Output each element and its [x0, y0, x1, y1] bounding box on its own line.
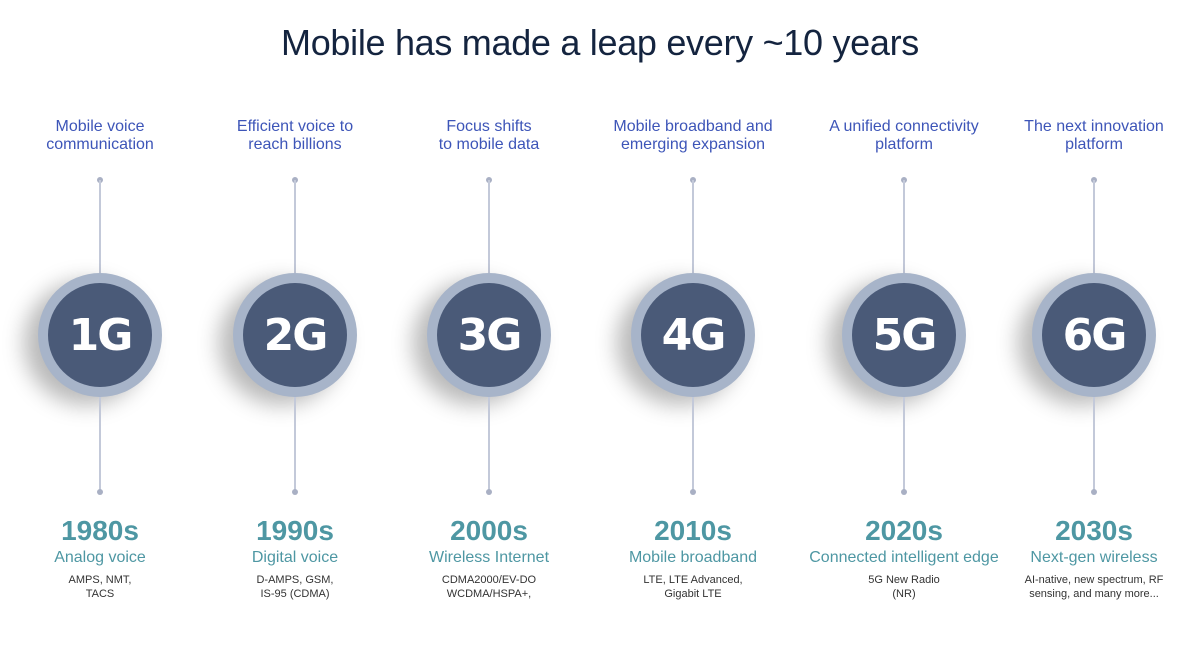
connector-line — [1093, 397, 1095, 492]
technology-label: Digital voice — [251, 549, 339, 566]
generation-headline: Focus shifts to mobile data — [438, 118, 540, 153]
page-title: Mobile has made a leap every ~10 years — [281, 22, 919, 63]
decade-label: 1990s — [256, 515, 334, 546]
decade-label: 2000s — [450, 515, 528, 546]
connector-dot — [97, 489, 103, 495]
standards-detail: CDMA2000/EV-DO WCDMA/HSPA+, — [441, 574, 537, 600]
generation-badge: 3G — [427, 273, 551, 397]
generation-badge: 5G — [842, 273, 966, 397]
connector-line — [488, 180, 490, 273]
generation-badge: 1G — [38, 273, 162, 397]
generation-4g: Mobile broadband and emerging expansion 4… — [583, 0, 803, 652]
standards-detail: AMPS, NMT, TACS — [68, 574, 132, 600]
badge-label: 5G — [852, 283, 956, 387]
connector-line — [692, 180, 694, 273]
decade-label: 2010s — [654, 515, 732, 546]
badge-label: 2G — [243, 283, 347, 387]
generation-5g: A unified connectivity platform 5G 2020s … — [794, 0, 1014, 652]
badge-label: 1G — [48, 283, 152, 387]
generation-3g: Focus shifts to mobile data 3G 2000s Wire… — [379, 0, 599, 652]
technology-label: Next-gen wireless — [1030, 549, 1158, 566]
standards-detail: 5G New Radio (NR) — [868, 574, 940, 600]
generation-headline: A unified connectivity platform — [829, 118, 979, 153]
connector-line — [903, 397, 905, 492]
generation-headline: Efficient voice to reach billions — [236, 118, 354, 153]
technology-label: Analog voice — [54, 549, 146, 566]
generation-badge: 6G — [1032, 273, 1156, 397]
generation-badge: 4G — [631, 273, 755, 397]
connector-line — [294, 180, 296, 273]
generation-headline: Mobile voice communication — [46, 118, 154, 153]
standards-detail: LTE, LTE Advanced, Gigabit LTE — [643, 574, 743, 600]
generation-2g: Efficient voice to reach billions 2G 1990… — [185, 0, 405, 652]
connector-line — [488, 397, 490, 492]
generation-headline: Mobile broadband and emerging expansion — [613, 118, 773, 153]
standards-detail: D-AMPS, GSM, IS-95 (CDMA) — [256, 574, 334, 600]
badge-label: 4G — [641, 283, 745, 387]
badge-label: 3G — [437, 283, 541, 387]
connector-dot — [486, 489, 492, 495]
technology-label: Mobile broadband — [628, 549, 758, 566]
decade-label: 1980s — [61, 515, 139, 546]
connector-line — [903, 180, 905, 273]
connector-line — [294, 397, 296, 492]
decade-label: 2020s — [865, 515, 943, 546]
connector-dot — [292, 489, 298, 495]
connector-line — [99, 397, 101, 492]
decade-label: 2030s — [1055, 515, 1133, 546]
connector-line — [692, 397, 694, 492]
standards-detail: AI-native, new spectrum, RF sensing, and … — [1024, 574, 1164, 600]
connector-line — [1093, 180, 1095, 273]
generation-headline: The next innovation platform — [1024, 118, 1164, 153]
technology-label: Connected intelligent edge — [809, 549, 999, 566]
generation-6g: The next innovation platform 6G 2030s Nex… — [984, 0, 1200, 652]
generation-1g: Mobile voice communication 1G 1980s Analo… — [0, 0, 210, 652]
generation-badge: 2G — [233, 273, 357, 397]
connector-line — [99, 180, 101, 273]
badge-label: 6G — [1042, 283, 1146, 387]
connector-dot — [690, 489, 696, 495]
connector-dot — [1091, 489, 1097, 495]
technology-label: Wireless Internet — [428, 549, 550, 566]
connector-dot — [901, 489, 907, 495]
